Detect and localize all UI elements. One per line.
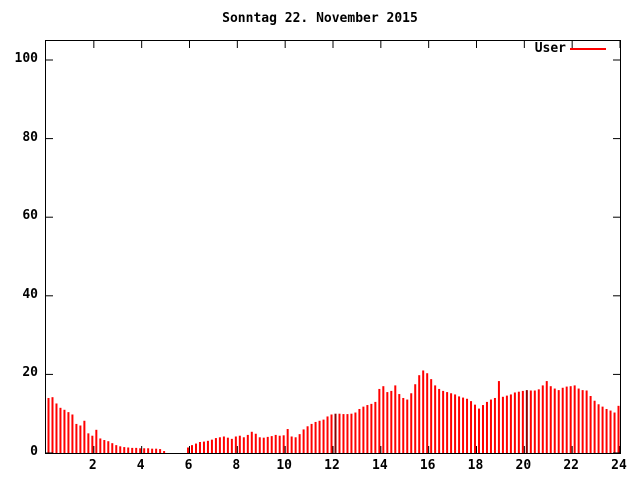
y-tick-label: 20: [22, 365, 38, 381]
y-tick-label: 0: [30, 444, 38, 459]
x-tick-label: 14: [372, 458, 388, 473]
y-tick-label: 100: [14, 51, 38, 66]
x-tick-label: 24: [611, 458, 627, 473]
x-tick-label: 12: [324, 458, 340, 473]
x-tick-label: 16: [419, 458, 436, 473]
axis-ticks: [46, 41, 620, 453]
chart-title: Sonntag 22. November 2015: [222, 11, 418, 26]
x-tick-label: 18: [467, 458, 484, 473]
y-tick-label: 40: [22, 286, 38, 302]
x-tick-label: 22: [563, 458, 579, 473]
plot-area: [45, 40, 621, 454]
x-tick-label: 6: [184, 458, 193, 473]
y-tick-label: 80: [22, 129, 38, 145]
x-tick-label: 8: [232, 458, 241, 473]
plot-svg: [46, 41, 620, 453]
x-tick-label: 4: [136, 458, 145, 473]
y-tick-label: 60: [22, 208, 38, 224]
x-tick-label: 10: [276, 458, 292, 473]
x-tick-label: 20: [515, 458, 532, 473]
user-impulse-series: [47, 370, 620, 453]
x-tick-label: 2: [88, 458, 97, 473]
